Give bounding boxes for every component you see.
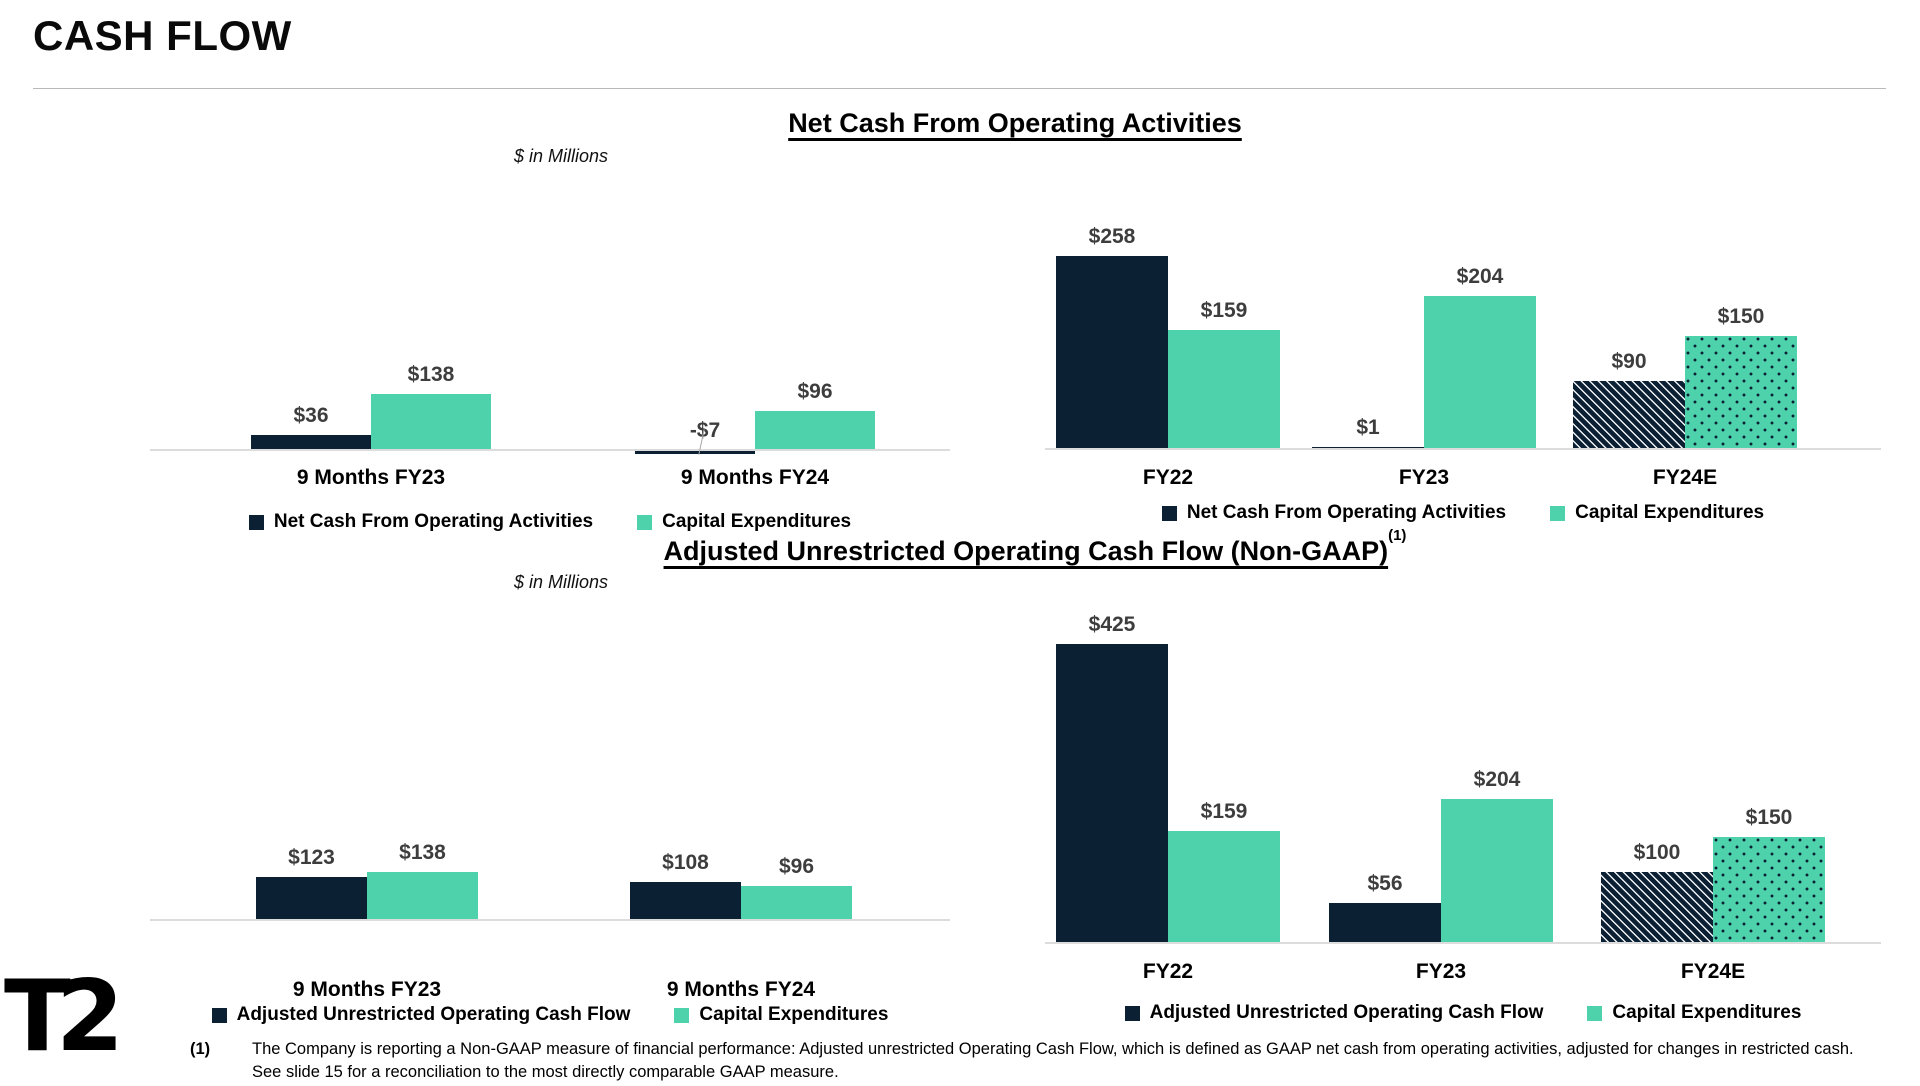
bar-capital-expenditures	[1441, 799, 1553, 942]
bar-value-label: $425	[1088, 613, 1136, 636]
category-label: FY24E	[1680, 960, 1746, 983]
legend-label: Adjusted Unrestricted Operating Cash Flo…	[1149, 1002, 1544, 1023]
category-label: FY24E	[1652, 466, 1718, 489]
legend-swatch-capex	[674, 1007, 690, 1023]
legend-label: Capital Expenditures	[699, 1004, 889, 1025]
bar-adjusted-unrestricted-operating-cash-flow	[1329, 903, 1441, 942]
legend-swatch-primary	[211, 1007, 227, 1023]
section-2-units-label: $ in Millions	[514, 572, 609, 592]
bar-value-label: $258	[1088, 225, 1136, 248]
bar-value-label: $150	[1745, 806, 1793, 829]
legend-swatch-primary	[1124, 1005, 1140, 1021]
chart-adjusted-ocf-9months: $123 $138 9 Months FY23 $108 $96 9 Months FY2…	[150, 800, 950, 1040]
section-2-title-text: Adjusted Unrestricted Operating Cash Flo…	[663, 536, 1389, 566]
bar-adjusted-unrestricted-operating-cash-flow	[1601, 872, 1713, 942]
legend-swatch-primary	[1161, 505, 1177, 521]
category-label: 9 Months FY24	[666, 978, 816, 1001]
footnote-text: The Company is reporting a Non-GAAP meas…	[252, 1040, 1854, 1081]
category-label: FY23	[1415, 960, 1467, 983]
chart-legend: Net Cash From Operating Activities Capita…	[1045, 502, 1881, 524]
legend-swatch-capex	[1550, 505, 1566, 521]
section-1-title: Net Cash From Operating Activities	[560, 108, 1470, 139]
category-label: FY22	[1142, 466, 1194, 489]
legend-swatch-capex	[1587, 1005, 1603, 1021]
legend-swatch-primary	[248, 514, 264, 530]
bar-capital-expenditures	[1424, 296, 1536, 448]
bar-value-label: $96	[778, 855, 815, 878]
bar-value-label: $150	[1717, 305, 1765, 328]
legend-item: Adjusted Unrestricted Operating Cash Flo…	[211, 1004, 631, 1026]
chart-legend: Adjusted Unrestricted Operating Cash Flo…	[1045, 1002, 1881, 1024]
legend-label: Adjusted Unrestricted Operating Cash Flo…	[236, 1004, 631, 1025]
legend-label: Capital Expenditures	[1575, 502, 1765, 523]
bar-value-label: $36	[293, 404, 329, 427]
category-label: 9 Months FY23	[292, 978, 442, 1001]
x-axis-line	[150, 449, 950, 451]
header-divider	[33, 88, 1886, 89]
bar-adjusted-unrestricted-operating-cash-flow	[630, 882, 741, 919]
footnote-marker: (1)	[190, 1040, 211, 1058]
section-2-title: Adjusted Unrestricted Operating Cash Flo…	[580, 527, 1490, 567]
legend-label: Capital Expenditures	[662, 511, 852, 532]
chart-net-cash-9months: $36 $138 9 Months FY23 -$7 $96 9 Months FY24 N…	[150, 330, 950, 545]
page-title: CASH FLOW	[33, 12, 292, 59]
x-axis-line	[150, 919, 950, 921]
bar-value-label: $159	[1200, 299, 1248, 322]
bar-capital-expenditures	[1168, 831, 1280, 942]
category-label: 9 Months FY24	[680, 466, 830, 489]
chart-net-cash-fiscal-years: $258 $159 FY22 $1 $204 FY23 $90 $150 FY24E Net Ca…	[1045, 210, 1881, 530]
t2-logo: T2	[4, 960, 124, 1074]
bar-value-label: $108	[662, 851, 709, 874]
bar-value-label: $159	[1200, 800, 1248, 823]
bar-capital-expenditures	[1713, 837, 1825, 942]
legend-label: Net Cash From Operating Activities	[1186, 502, 1507, 523]
category-label: 9 Months FY23	[296, 466, 446, 489]
bar-capital-expenditures	[1685, 336, 1797, 448]
bar-value-label: $56	[1367, 872, 1403, 895]
legend-label: Net Cash From Operating Activities	[273, 511, 594, 532]
bar-net-cash-from-operating-activities	[1312, 447, 1424, 448]
bar-capital-expenditures	[367, 872, 478, 919]
bar-value-label: -$7	[689, 419, 721, 442]
bar-value-label: $1	[1356, 416, 1380, 439]
bar-net-cash-from-operating-activities	[1056, 256, 1168, 448]
bar-value-label: $204	[1473, 768, 1521, 791]
chart-legend: Adjusted Unrestricted Operating Cash Flo…	[150, 1004, 950, 1026]
bar-value-label: $123	[288, 846, 335, 869]
bar-capital-expenditures	[741, 886, 852, 919]
x-axis-line	[1045, 942, 1881, 944]
bar-capital-expenditures	[755, 411, 875, 449]
bar-net-cash-from-operating-activities	[1573, 381, 1685, 448]
category-label: FY22	[1142, 960, 1194, 983]
category-label: FY23	[1398, 466, 1450, 489]
legend-item: Capital Expenditures	[1550, 502, 1764, 524]
legend-swatch-capex	[637, 514, 653, 530]
section-1-units-label: $ in Millions	[514, 146, 609, 166]
bar-net-cash-from-operating-activities	[635, 451, 755, 454]
legend-item: Capital Expenditures	[637, 511, 851, 533]
legend-item: Capital Expenditures	[674, 1004, 888, 1026]
legend-item: Adjusted Unrestricted Operating Cash Flo…	[1124, 1002, 1544, 1024]
chart-legend: Net Cash From Operating Activities Capita…	[150, 511, 950, 533]
section-1-title-text: Net Cash From Operating Activities	[788, 108, 1242, 138]
section-2-footnote-ref: (1)	[1388, 527, 1407, 544]
chart-adjusted-ocf-fiscal-years: $425 $159 FY22 $56 $204 FY23 $100 $150 FY24E Adju…	[1045, 613, 1881, 1030]
bar-value-label: $96	[797, 380, 833, 403]
bar-adjusted-unrestricted-operating-cash-flow	[1056, 644, 1168, 942]
legend-item: Net Cash From Operating Activities	[1161, 502, 1507, 524]
bar-adjusted-unrestricted-operating-cash-flow	[256, 877, 367, 919]
bar-value-label: $100	[1633, 841, 1681, 864]
bar-capital-expenditures	[371, 394, 491, 449]
bar-capital-expenditures	[1168, 330, 1280, 448]
legend-item: Capital Expenditures	[1587, 1002, 1801, 1024]
legend-label: Capital Expenditures	[1612, 1002, 1802, 1023]
bar-value-label: $138	[399, 841, 446, 864]
bar-value-label: $138	[407, 363, 455, 386]
bar-value-label: $204	[1456, 265, 1504, 288]
bar-value-label: $90	[1611, 350, 1647, 373]
legend-item: Net Cash From Operating Activities	[248, 511, 594, 533]
x-axis-line	[1045, 448, 1881, 450]
bar-net-cash-from-operating-activities	[251, 435, 371, 449]
